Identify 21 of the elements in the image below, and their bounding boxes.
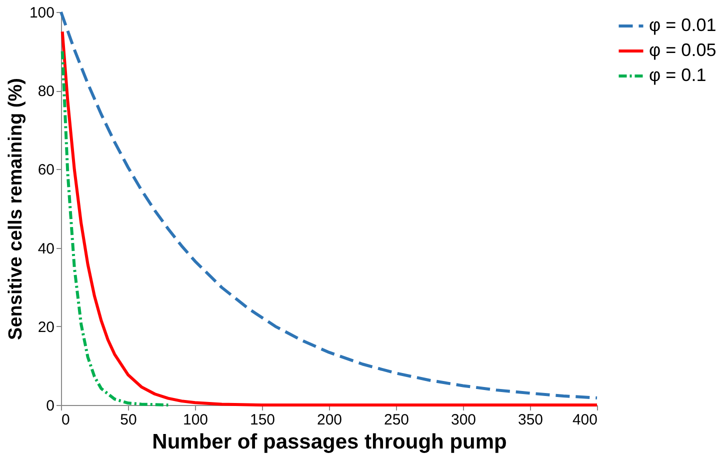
y-tick-label: 80: [38, 83, 54, 100]
x-tick-label: 400: [572, 412, 598, 428]
line-series: [60, 50, 170, 406]
x-axis-title: Number of passages through pump: [152, 430, 507, 454]
y-tick-label: 40: [38, 240, 54, 258]
x-tick-label: 350: [518, 412, 544, 428]
legend-label: φ = 0.01: [649, 15, 716, 35]
x-tick-label: 200: [316, 412, 342, 428]
legend-label: φ = 0.1: [649, 65, 706, 85]
y-axis-title: Sensitive cells remaining (%): [5, 78, 26, 340]
y-tick-label: 60: [38, 162, 54, 179]
y-tick-label: 20: [38, 318, 54, 336]
x-tick-label: 150: [250, 412, 276, 428]
y-tick-label: 100: [29, 4, 54, 22]
x-tick-label: 300: [450, 412, 476, 428]
x-tick-label: 250: [384, 412, 410, 428]
y-tick-label: 0: [46, 398, 54, 414]
x-tick-label: 100: [182, 412, 208, 428]
x-tick-label: 0: [62, 412, 70, 428]
legend-label: φ = 0.05: [649, 40, 716, 60]
x-tick-label: 50: [120, 412, 137, 428]
